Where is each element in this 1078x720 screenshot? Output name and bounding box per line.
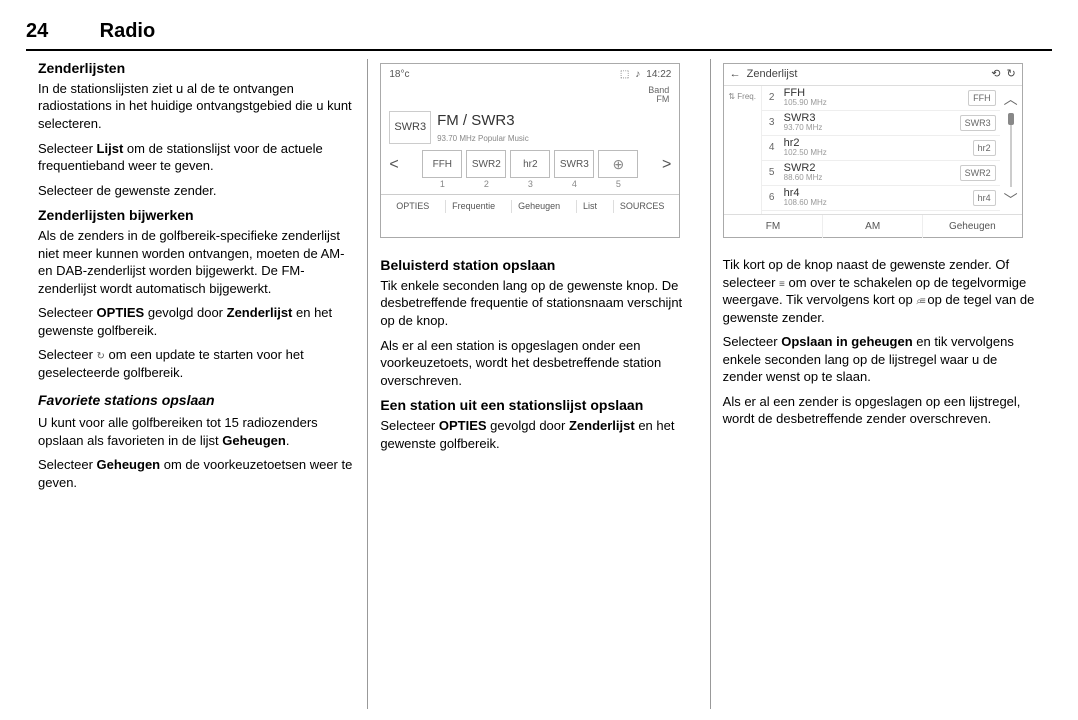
preset-row: FFH SWR2 hr2 SWR3 ⊕ xyxy=(401,150,660,178)
tab-geheugen[interactable]: Geheugen xyxy=(511,200,566,212)
station-tag[interactable]: hr4 xyxy=(973,190,996,206)
para: Als er al een station is opgeslagen onde… xyxy=(380,337,697,390)
heading-favoriete: Favoriete stations opslaan xyxy=(38,391,355,410)
station-title: FM / SWR3 xyxy=(437,111,529,131)
para: Selecteer OPTIES gevolgd door Zenderlijs… xyxy=(38,304,355,339)
station-tag[interactable]: FFH xyxy=(968,90,996,106)
para: Selecteer Opslaan in geheugen en tik ver… xyxy=(723,333,1040,386)
station-subtitle: 93.70 MHz Popular Music xyxy=(437,134,529,145)
preset-button[interactable]: hr2 xyxy=(510,150,550,178)
radio-tuner-screenshot: 18°c ⬚ ♪ 14:22 Band FM SWR3 FM / SWR3 93… xyxy=(380,63,680,238)
station-tag[interactable]: SWR2 xyxy=(960,165,996,181)
para: Selecteer OPTIES gevolgd door Zenderlijs… xyxy=(380,417,697,452)
page-header: 24 Radio xyxy=(26,18,1052,51)
tab-fm[interactable]: FM xyxy=(724,215,824,239)
list-row[interactable]: 3 SWR393.70 MHz SWR3 xyxy=(762,111,1000,136)
column-1: Zenderlijsten In de stationslijsten ziet… xyxy=(26,59,367,709)
preset-button[interactable]: SWR3 xyxy=(554,150,594,178)
bottom-tabs: OPTIES Frequentie Geheugen List SOURCES xyxy=(381,194,679,217)
heading-bijwerken: Zenderlijsten bijwerken xyxy=(38,206,355,225)
para: U kunt voor alle golfbereiken tot 15 rad… xyxy=(38,414,355,449)
para: Als de zenders in de golfbereik-speci­fi… xyxy=(38,227,355,297)
label-lijst: Lijst xyxy=(97,141,124,156)
settings-icon[interactable]: ⟲ xyxy=(991,67,1000,82)
scroll-thumb[interactable] xyxy=(1008,113,1014,125)
refresh-icon xyxy=(97,351,105,362)
list-row[interactable]: 5 SWR288.60 MHz SWR2 xyxy=(762,161,1000,186)
heading-beluisterd: Beluisterd station opslaan xyxy=(380,256,697,275)
column-2: 18°c ⬚ ♪ 14:22 Band FM SWR3 FM / SWR3 93… xyxy=(367,59,709,709)
label-geheugen: Geheugen xyxy=(222,433,286,448)
tab-frequentie[interactable]: Frequentie xyxy=(445,200,501,212)
para: Tik enkele seconden lang op de gewenste … xyxy=(380,277,697,330)
station-list: 2 FFH105.90 MHz FFH 3 SWR393.70 MHz SWR3… xyxy=(762,86,1000,214)
tab-opties[interactable]: OPTIES xyxy=(390,200,435,212)
list-row[interactable]: 6 hr4108.60 MHz hr4 xyxy=(762,186,1000,211)
label-geheugen: Geheugen xyxy=(97,457,161,472)
preset-next-icon[interactable]: > xyxy=(660,154,673,176)
list-row[interactable]: 2 FFH105.90 MHz FFH xyxy=(762,86,1000,111)
chapter-title: Radio xyxy=(100,20,156,42)
content-columns: Zenderlijsten In de stationslijsten ziet… xyxy=(26,59,1052,709)
tab-geheugen[interactable]: Geheugen xyxy=(923,215,1022,239)
para: Selecteer om een update te starten voor … xyxy=(38,346,355,381)
sort-column[interactable]: ⇅ Freq. xyxy=(724,86,762,214)
label-zenderlijst: Zenderlijst xyxy=(569,418,635,433)
label-zenderlijst: Zenderlijst xyxy=(227,305,293,320)
para: In de stationslijsten ziet u al de te on… xyxy=(38,80,355,133)
loop-icon[interactable]: ↻ xyxy=(1006,67,1015,82)
para: Als er al een zender is opgeslagen op ee… xyxy=(723,393,1040,428)
label-opties: OPTIES xyxy=(97,305,145,320)
scroll-down-icon[interactable]: ﹀ xyxy=(1004,191,1018,210)
band-value: FM xyxy=(381,95,669,105)
page-number: 24 xyxy=(26,18,96,45)
tab-list[interactable]: List xyxy=(576,200,603,212)
para: Selecteer Lijst om de stationslijst voor… xyxy=(38,140,355,175)
clock: 14:22 xyxy=(646,68,671,82)
station-list-screenshot: ← Zenderlijst ⟲ ↻ ⇅ Freq. 2 FFH105.90 MH… xyxy=(723,63,1023,238)
status-icon: ⬚ xyxy=(620,68,629,82)
tab-sources[interactable]: SOURCES xyxy=(613,200,671,212)
audio-icon: ♪ xyxy=(635,68,640,82)
search-list-icon xyxy=(916,296,923,307)
column-3: ← Zenderlijst ⟲ ↻ ⇅ Freq. 2 FFH105.90 MH… xyxy=(710,59,1052,709)
heading-uit-stationslijst: Een station uit een stationslijst opslaa… xyxy=(380,396,697,415)
station-tag[interactable]: SWR3 xyxy=(960,115,996,131)
list-row[interactable]: 4 hr2102.50 MHz hr2 xyxy=(762,136,1000,161)
scroll-up-icon[interactable]: ︿ xyxy=(1004,90,1018,109)
list-title: Zenderlijst xyxy=(747,67,798,82)
current-station-box[interactable]: SWR3 xyxy=(389,111,431,144)
back-icon[interactable]: ← xyxy=(730,67,741,82)
heading-zenderlijsten: Zenderlijsten xyxy=(38,59,355,78)
preset-add-button[interactable]: ⊕ xyxy=(598,150,638,178)
scrollbar[interactable]: ︿ ﹀ xyxy=(1000,86,1022,214)
temperature: 18°c xyxy=(389,68,409,82)
preset-prev-icon[interactable]: < xyxy=(387,154,400,176)
preset-button[interactable]: FFH xyxy=(422,150,462,178)
para: Selecteer de gewenste zender. xyxy=(38,182,355,200)
label-opslaan: Opslaan in geheugen xyxy=(781,334,912,349)
tab-am[interactable]: AM xyxy=(823,215,923,239)
preset-button[interactable]: SWR2 xyxy=(466,150,506,178)
label-opties: OPTIES xyxy=(439,418,487,433)
para: Selecteer Geheugen om de voorkeu­zetoets… xyxy=(38,456,355,491)
band-label: Band xyxy=(381,86,669,96)
para: Tik kort op de knop naast de gewen­ste z… xyxy=(723,256,1040,326)
station-tag[interactable]: hr2 xyxy=(973,140,996,156)
